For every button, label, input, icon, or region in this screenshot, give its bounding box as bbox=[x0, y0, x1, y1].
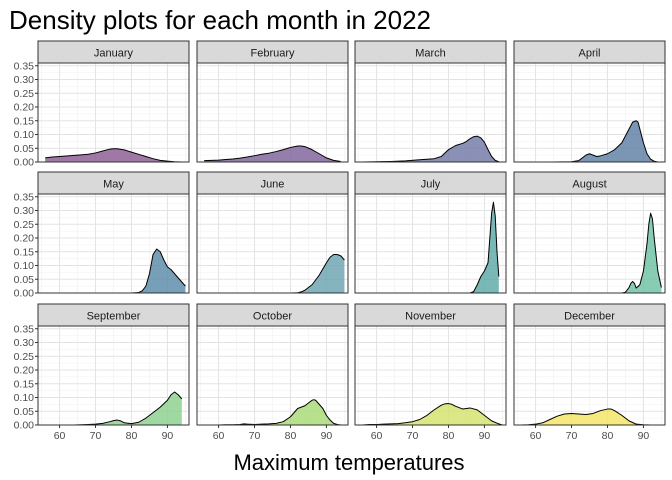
facet-strip-label: July bbox=[421, 179, 441, 191]
facet-panel-august: August bbox=[513, 171, 666, 294]
x-tick-label: 80 bbox=[285, 430, 297, 442]
density-line bbox=[362, 403, 503, 426]
panel-border bbox=[37, 193, 190, 294]
x-tick-label: 60 bbox=[371, 430, 383, 442]
x-tick-label: 70 bbox=[249, 430, 261, 442]
panel-border bbox=[37, 325, 190, 426]
density-area bbox=[204, 146, 341, 162]
density-area bbox=[521, 213, 662, 293]
panel-border bbox=[196, 62, 349, 163]
y-tick-label: 0.35 bbox=[14, 60, 35, 72]
facet-panel-july: July bbox=[354, 171, 507, 294]
x-tick-label: 60 bbox=[213, 430, 225, 442]
density-area bbox=[362, 403, 503, 425]
chart-title: Density plots for each month in 2022 bbox=[9, 5, 431, 35]
density-area bbox=[45, 148, 182, 162]
facet-strip-label: January bbox=[94, 48, 134, 60]
density-area bbox=[45, 249, 186, 293]
density-area bbox=[521, 120, 662, 162]
x-tick-label: 70 bbox=[90, 430, 102, 442]
facet-grid: January0.000.050.100.150.200.250.300.35F… bbox=[14, 40, 666, 442]
facet-strip-label: September bbox=[87, 311, 141, 323]
facet-strip-label: April bbox=[578, 48, 600, 60]
y-tick-label: 0.05 bbox=[14, 406, 35, 418]
facet-panel-december: December 60 70 80 90 bbox=[513, 303, 666, 442]
facet-strip-label: December bbox=[564, 311, 615, 323]
density-area bbox=[362, 202, 499, 293]
y-tick-label: 0.15 bbox=[14, 246, 35, 258]
y-tick-label: 0.20 bbox=[14, 102, 35, 114]
x-tick-label: 60 bbox=[54, 430, 66, 442]
x-tick-label: 90 bbox=[638, 430, 650, 442]
x-tick-label: 60 bbox=[530, 430, 542, 442]
panel-border bbox=[37, 62, 190, 163]
facet-panel-april: April bbox=[513, 40, 666, 163]
panel-border bbox=[354, 193, 507, 294]
facet-strip-label: June bbox=[261, 179, 285, 191]
density-line bbox=[204, 399, 341, 426]
x-tick-label: 70 bbox=[566, 430, 578, 442]
x-axis-label: Maximum temperatures bbox=[233, 450, 464, 475]
y-tick-label: 0.00 bbox=[14, 157, 35, 169]
facet-strip-label: May bbox=[103, 179, 124, 191]
panel-border bbox=[513, 325, 666, 426]
panel-border bbox=[196, 325, 349, 426]
y-tick-label: 0.05 bbox=[14, 274, 35, 286]
y-tick-label: 0.30 bbox=[14, 205, 35, 217]
density-line bbox=[45, 148, 182, 163]
x-tick-label: 80 bbox=[126, 430, 138, 442]
facet-panel-may: May 0.00 0.05 0.10 0.150.20 0.25 0.30 0.35 bbox=[14, 171, 190, 300]
y-tick-label: 0.30 bbox=[14, 337, 35, 349]
density-area bbox=[45, 392, 182, 425]
facet-panel-june: June bbox=[196, 171, 349, 294]
panel-border bbox=[196, 193, 349, 294]
panel-border bbox=[513, 62, 666, 163]
facet-strip-label: November bbox=[405, 311, 456, 323]
density-area bbox=[521, 409, 658, 425]
y-tick-label: 0.15 bbox=[14, 115, 35, 127]
panel-border bbox=[513, 193, 666, 294]
y-tick-label: 0.25 bbox=[14, 219, 35, 231]
y-tick-label: 0.15 bbox=[14, 378, 35, 390]
x-tick-label: 80 bbox=[602, 430, 614, 442]
facet-panel-september: September 0.00 0.05 0.10 0.150.20 0.25 0.30 0.3… bbox=[14, 303, 190, 442]
y-tick-label: 0.10 bbox=[14, 260, 35, 272]
facet-strip-label: March bbox=[415, 48, 446, 60]
x-tick-label: 90 bbox=[162, 430, 174, 442]
y-tick-label: 0.10 bbox=[14, 129, 35, 141]
y-tick-label: 0.25 bbox=[14, 88, 35, 100]
y-tick-label: 0.20 bbox=[14, 365, 35, 377]
x-tick-label: 70 bbox=[407, 430, 419, 442]
facet-panel-november: November 60 70 80 90 bbox=[354, 303, 507, 442]
y-tick-label: 0.30 bbox=[14, 74, 35, 86]
facet-strip-label: August bbox=[572, 179, 606, 191]
density-line bbox=[204, 145, 341, 162]
panel-border bbox=[354, 62, 507, 163]
facet-panel-october: October 60 70 80 90 bbox=[196, 303, 349, 442]
y-tick-label: 0.05 bbox=[14, 143, 35, 155]
x-tick-label: 90 bbox=[321, 430, 333, 442]
x-tick-label: 80 bbox=[443, 430, 455, 442]
y-tick-label: 0.00 bbox=[14, 288, 35, 300]
facet-panel-march: March bbox=[354, 40, 507, 163]
y-tick-label: 0.00 bbox=[14, 420, 35, 432]
facet-panel-february: February bbox=[196, 40, 349, 163]
facet-panel-january: January 0.00 0.05 0.10 0.150.20 0.25 0.30 0.35 bbox=[14, 40, 190, 169]
y-tick-label: 0.35 bbox=[14, 323, 35, 335]
y-tick-label: 0.10 bbox=[14, 392, 35, 404]
panel-border bbox=[354, 325, 507, 426]
y-tick-label: 0.25 bbox=[14, 351, 35, 363]
density-area bbox=[204, 399, 341, 425]
density-area bbox=[204, 254, 345, 293]
x-tick-label: 90 bbox=[479, 430, 491, 442]
y-tick-label: 0.35 bbox=[14, 191, 35, 203]
density-line bbox=[521, 120, 662, 163]
density-line bbox=[521, 408, 658, 426]
facet-strip-label: October bbox=[253, 311, 292, 323]
y-tick-label: 0.20 bbox=[14, 233, 35, 245]
density-line bbox=[362, 135, 499, 163]
facet-strip-label: February bbox=[250, 48, 295, 60]
